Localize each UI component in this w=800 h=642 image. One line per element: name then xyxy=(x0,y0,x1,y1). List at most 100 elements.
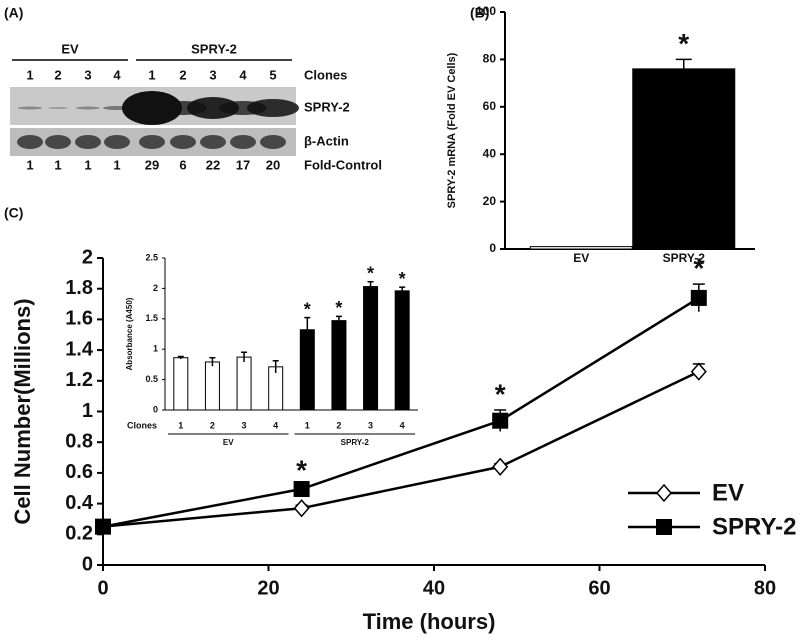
significance: * xyxy=(693,252,704,283)
band xyxy=(187,97,239,119)
y-tick-label: 0 xyxy=(489,241,496,255)
lane-label: 4 xyxy=(113,67,121,82)
y-tick-label: 0 xyxy=(153,404,158,414)
significance: * xyxy=(335,298,342,318)
x-tick-label: 2 xyxy=(210,420,215,430)
fold-value: 1 xyxy=(54,157,61,172)
lane-label: 1 xyxy=(148,67,155,82)
x-tick-label: 4 xyxy=(273,420,278,430)
y-tick-label: 0.4 xyxy=(65,492,94,514)
y-tick-label: 1.4 xyxy=(65,338,94,360)
x-tick-label: 0 xyxy=(97,577,108,599)
band xyxy=(104,135,130,149)
legend-label: SPRY-2 xyxy=(712,513,796,540)
x-tick-label: 3 xyxy=(368,420,373,430)
band xyxy=(230,135,256,149)
band xyxy=(170,135,196,149)
y-tick-label: 1.6 xyxy=(65,308,93,330)
lane-label: 4 xyxy=(239,67,247,82)
y-tick-label: 60 xyxy=(483,99,497,113)
y-tick-label: 20 xyxy=(483,194,497,208)
panel-label: (C) xyxy=(4,205,23,221)
bar xyxy=(173,357,189,411)
y-tick-label: 0 xyxy=(82,553,93,575)
lane-label: 5 xyxy=(269,67,276,82)
y-tick-label: 80 xyxy=(483,52,497,66)
band xyxy=(17,135,43,149)
band xyxy=(48,107,68,109)
x-tick-label: 20 xyxy=(257,577,279,599)
marker xyxy=(95,518,111,535)
bar xyxy=(363,286,379,411)
group-label: SPRY-2 xyxy=(341,438,370,447)
y-tick-label: 40 xyxy=(483,146,497,160)
bar xyxy=(632,68,736,250)
significance: * xyxy=(399,269,406,289)
x-tick-label: 2 xyxy=(336,420,341,430)
x-tick-label: SPRY-2 xyxy=(663,251,706,265)
y-tick-label: 0.8 xyxy=(65,430,93,452)
x-tick-label: 4 xyxy=(400,420,405,430)
marker xyxy=(492,457,509,476)
y-tick-label: 0.6 xyxy=(65,461,93,483)
line xyxy=(102,296,700,528)
fold-value: 29 xyxy=(145,157,159,172)
band xyxy=(45,135,71,149)
legend-marker xyxy=(656,483,672,503)
band xyxy=(260,135,286,149)
row-label: SPRY-2 xyxy=(304,99,350,114)
fold-value: 17 xyxy=(236,157,250,172)
x-tick-label: 3 xyxy=(242,420,247,430)
y-tick-label: 2 xyxy=(82,246,93,268)
x-axis-label: Time (hours) xyxy=(363,609,496,634)
band xyxy=(247,99,299,117)
fold-value: 22 xyxy=(206,157,220,172)
panel-label: (A) xyxy=(4,5,23,21)
group-label: EV xyxy=(61,41,79,56)
group-label: EV xyxy=(223,438,234,447)
x-tick-label: EV xyxy=(573,251,589,265)
y-axis-label: Absorbance (A450) xyxy=(125,297,134,370)
y-tick-label: 100 xyxy=(476,4,496,18)
y-tick-label: 1 xyxy=(153,344,158,354)
significance: * xyxy=(367,263,374,283)
fold-value: 20 xyxy=(266,157,280,172)
row-label: Clones xyxy=(304,67,347,82)
lane-label: 3 xyxy=(84,67,91,82)
lane-label: 2 xyxy=(179,67,186,82)
x-tick-label: 40 xyxy=(423,577,445,599)
band xyxy=(200,135,226,149)
significance: * xyxy=(304,299,311,319)
group-label: SPRY-2 xyxy=(191,41,237,56)
fold-value: 6 xyxy=(179,157,186,172)
y-tick-label: 1.2 xyxy=(65,369,93,391)
significance: * xyxy=(296,454,307,485)
fold-value: 1 xyxy=(84,157,91,172)
y-tick-label: 1.8 xyxy=(65,277,93,299)
y-axis-label: SPRY-2 mRNA (Fold EV Cells) xyxy=(446,52,458,208)
fold-value: 1 xyxy=(113,157,120,172)
lane-label: 1 xyxy=(26,67,33,82)
bar xyxy=(204,361,220,411)
bar xyxy=(331,320,347,411)
y-tick-label: 1 xyxy=(82,400,93,422)
significance: * xyxy=(678,28,689,59)
bar xyxy=(529,246,633,250)
x-tick-label: 60 xyxy=(588,577,610,599)
x-tick-label: 1 xyxy=(178,420,183,430)
band xyxy=(122,91,182,125)
significance: * xyxy=(495,378,506,409)
band xyxy=(139,135,165,149)
lane-label: 2 xyxy=(54,67,61,82)
lane-label: 3 xyxy=(209,67,216,82)
y-tick-label: 2 xyxy=(153,283,158,293)
y-tick-label: 0.5 xyxy=(145,374,158,384)
row-label: Fold-Control xyxy=(304,157,382,172)
y-tick-label: 1.5 xyxy=(145,313,158,323)
legend-marker xyxy=(656,519,672,535)
band xyxy=(18,106,42,110)
marker xyxy=(690,362,707,381)
legend-label: EV xyxy=(712,479,744,506)
